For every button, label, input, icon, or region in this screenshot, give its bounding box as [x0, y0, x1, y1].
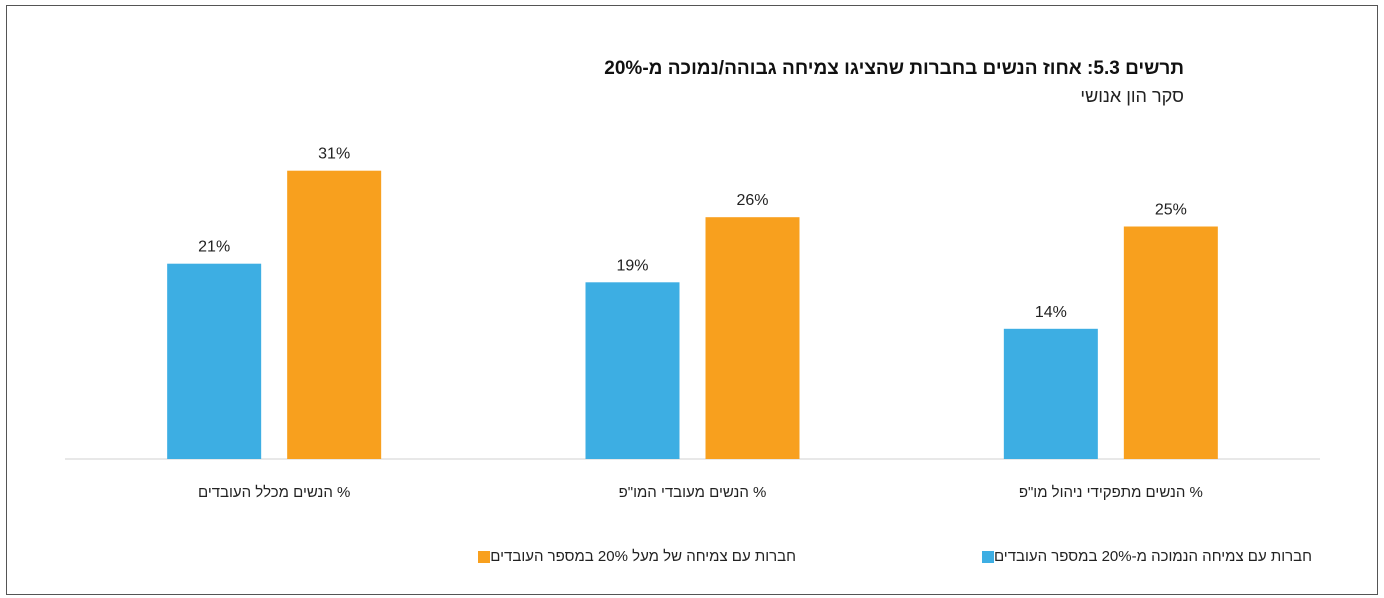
- category-label-0: % הנשים מתפקידי ניהול מו"פ: [1019, 484, 1203, 501]
- bar-series-0-cat-1: [585, 282, 680, 459]
- legend-label-high-growth: חברות עם צמיחה של מעל 20% במספר העובדים: [490, 548, 796, 565]
- data-label-series-0-cat-1: 19%: [616, 257, 648, 274]
- data-label-series-1-cat-1: 26%: [736, 192, 768, 209]
- bar-series-1-cat-0: [1123, 226, 1218, 459]
- legend-swatch-low-growth: [981, 550, 994, 563]
- chart-title: תרשים 5.3: אחוז הנשים בחברות שהציגו צמיח…: [604, 58, 1184, 79]
- category-label-2: % הנשים מכלל העובדים: [198, 484, 350, 501]
- legend-item-high-growth: חברות עם צמיחה של מעל 20% במספר העובדים: [470, 548, 796, 565]
- data-label-series-1-cat-0: 25%: [1155, 202, 1187, 219]
- category-label-1: % הנשים מעובדי המו"פ: [619, 484, 767, 501]
- bar-series-1-cat-1: [705, 217, 800, 459]
- legend-label-low-growth: חברות עם צמיחה הנמוכה מ-20% במספר העובדי…: [993, 548, 1312, 565]
- legend-item-low-growth: חברות עם צמיחה הנמוכה מ-20% במספר העובדי…: [974, 548, 1312, 565]
- bar-chart: 14% 25% % הנשים מתפקידי ניהול מו"פ 19% 26% % …: [65, 146, 1320, 501]
- data-label-series-0-cat-2: 21%: [198, 239, 230, 256]
- bar-series-0-cat-0: [1003, 328, 1098, 459]
- chart-subtitle: סקר הון אנושי: [1080, 86, 1184, 106]
- data-label-series-0-cat-0: 14%: [1035, 304, 1067, 321]
- legend: חברות עם צמיחה הנמוכה מ-20% במספר העובדי…: [0, 548, 1384, 572]
- data-label-series-1-cat-2: 31%: [318, 146, 350, 163]
- bar-series-0-cat-2: [167, 263, 262, 459]
- chart-frame: [6, 5, 1378, 595]
- legend-swatch-high-growth: [478, 550, 491, 563]
- bar-series-1-cat-2: [287, 170, 382, 459]
